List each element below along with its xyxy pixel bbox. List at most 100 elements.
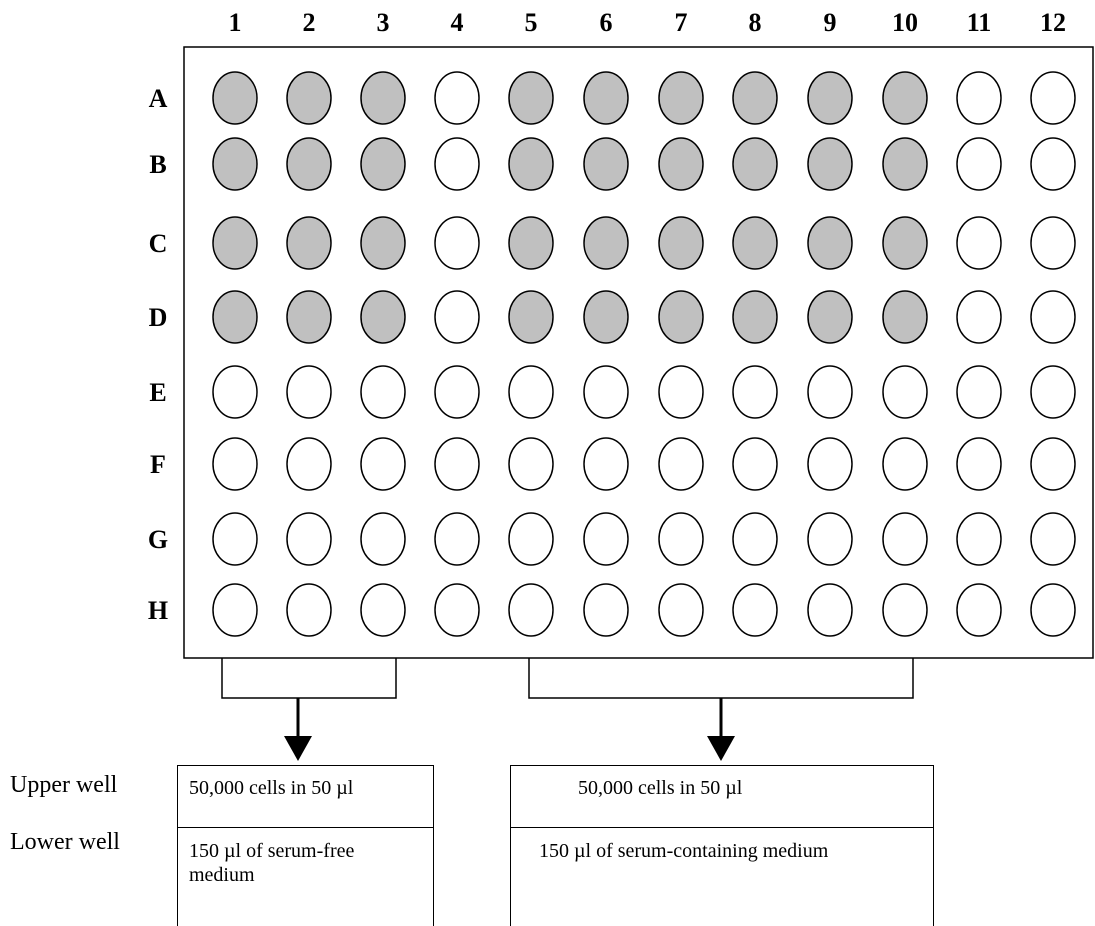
well-C9-filled — [807, 216, 853, 270]
well-D10-filled — [882, 290, 928, 344]
well-H10-empty — [882, 583, 928, 637]
well-D8-filled — [732, 290, 778, 344]
well-B9-filled — [807, 137, 853, 191]
well-A5-filled — [508, 71, 554, 125]
well-A12-empty — [1030, 71, 1076, 125]
well-F10-empty — [882, 437, 928, 491]
well-B1-filled — [212, 137, 258, 191]
condition-box-serum-free: 50,000 cells in 50 µl 150 µl of serum-fr… — [177, 765, 434, 926]
well-F11-empty — [956, 437, 1002, 491]
well-E12-empty — [1030, 365, 1076, 419]
well-F5-empty — [508, 437, 554, 491]
well-G9-empty — [807, 512, 853, 566]
row-label-F: F — [150, 450, 166, 479]
well-A6-filled — [583, 71, 629, 125]
column-label-3: 3 — [377, 8, 390, 37]
well-F2-empty — [286, 437, 332, 491]
well-H2-empty — [286, 583, 332, 637]
column-label-11: 11 — [967, 8, 992, 37]
well-G1-empty — [212, 512, 258, 566]
well-G3-empty — [360, 512, 406, 566]
well-B2-filled — [286, 137, 332, 191]
wells — [212, 71, 1076, 637]
well-H5-empty — [508, 583, 554, 637]
well-C1-filled — [212, 216, 258, 270]
lower-well-content: 150 µl of serum-containing medium — [539, 840, 829, 862]
well-G2-empty — [286, 512, 332, 566]
well-B8-filled — [732, 137, 778, 191]
column-label-12: 12 — [1040, 8, 1066, 37]
well-D11-empty — [956, 290, 1002, 344]
well-H7-empty — [658, 583, 704, 637]
arrow-head-group-1 — [284, 736, 312, 761]
well-A1-filled — [212, 71, 258, 125]
well-H3-empty — [360, 583, 406, 637]
well-F1-empty — [212, 437, 258, 491]
well-F7-empty — [658, 437, 704, 491]
well-G10-empty — [882, 512, 928, 566]
well-G5-empty — [508, 512, 554, 566]
well-A7-filled — [658, 71, 704, 125]
lower-well-content: 150 µl of serum-free medium — [189, 840, 355, 886]
well-D1-filled — [212, 290, 258, 344]
well-E5-empty — [508, 365, 554, 419]
well-C11-empty — [956, 216, 1002, 270]
column-label-5: 5 — [525, 8, 538, 37]
well-E1-empty — [212, 365, 258, 419]
well-B6-filled — [583, 137, 629, 191]
well-F9-empty — [807, 437, 853, 491]
well-C5-filled — [508, 216, 554, 270]
well-E4-empty — [434, 365, 480, 419]
well-E7-empty — [658, 365, 704, 419]
well-F12-empty — [1030, 437, 1076, 491]
well-H11-empty — [956, 583, 1002, 637]
column-label-10: 10 — [892, 8, 918, 37]
well-A9-filled — [807, 71, 853, 125]
well-D12-empty — [1030, 290, 1076, 344]
well-G4-empty — [434, 512, 480, 566]
column-label-9: 9 — [824, 8, 837, 37]
well-C4-empty — [434, 216, 480, 270]
well-H8-empty — [732, 583, 778, 637]
well-F3-empty — [360, 437, 406, 491]
column-label-4: 4 — [451, 8, 464, 37]
well-G7-empty — [658, 512, 704, 566]
upper-well-label: Upper well — [10, 772, 118, 798]
well-E2-empty — [286, 365, 332, 419]
well-B5-filled — [508, 137, 554, 191]
well-B7-filled — [658, 137, 704, 191]
well-C6-filled — [583, 216, 629, 270]
upper-well-content: 50,000 cells in 50 µl — [178, 766, 433, 828]
well-G8-empty — [732, 512, 778, 566]
row-label-G: G — [148, 525, 168, 554]
well-G11-empty — [956, 512, 1002, 566]
well-A2-filled — [286, 71, 332, 125]
bracket-group-2 — [528, 658, 914, 699]
well-E9-empty — [807, 365, 853, 419]
well-A3-filled — [360, 71, 406, 125]
well-F4-empty — [434, 437, 480, 491]
upper-well-content: 50,000 cells in 50 µl — [511, 766, 933, 828]
column-label-2: 2 — [303, 8, 316, 37]
well-B12-empty — [1030, 137, 1076, 191]
well-C8-filled — [732, 216, 778, 270]
well-E8-empty — [732, 365, 778, 419]
well-E10-empty — [882, 365, 928, 419]
well-H1-empty — [212, 583, 258, 637]
well-D2-filled — [286, 290, 332, 344]
well-G6-empty — [583, 512, 629, 566]
well-D3-filled — [360, 290, 406, 344]
well-D6-filled — [583, 290, 629, 344]
condition-box-serum-containing: 50,000 cells in 50 µl 150 µl of serum-co… — [510, 765, 934, 926]
well-D9-filled — [807, 290, 853, 344]
row-label-D: D — [149, 303, 168, 332]
well-C10-filled — [882, 216, 928, 270]
column-label-6: 6 — [600, 8, 613, 37]
row-label-H: H — [148, 596, 168, 625]
well-B11-empty — [956, 137, 1002, 191]
well-G12-empty — [1030, 512, 1076, 566]
lower-well-label: Lower well — [10, 829, 120, 855]
row-label-A: A — [149, 84, 168, 113]
well-E6-empty — [583, 365, 629, 419]
column-label-8: 8 — [749, 8, 762, 37]
